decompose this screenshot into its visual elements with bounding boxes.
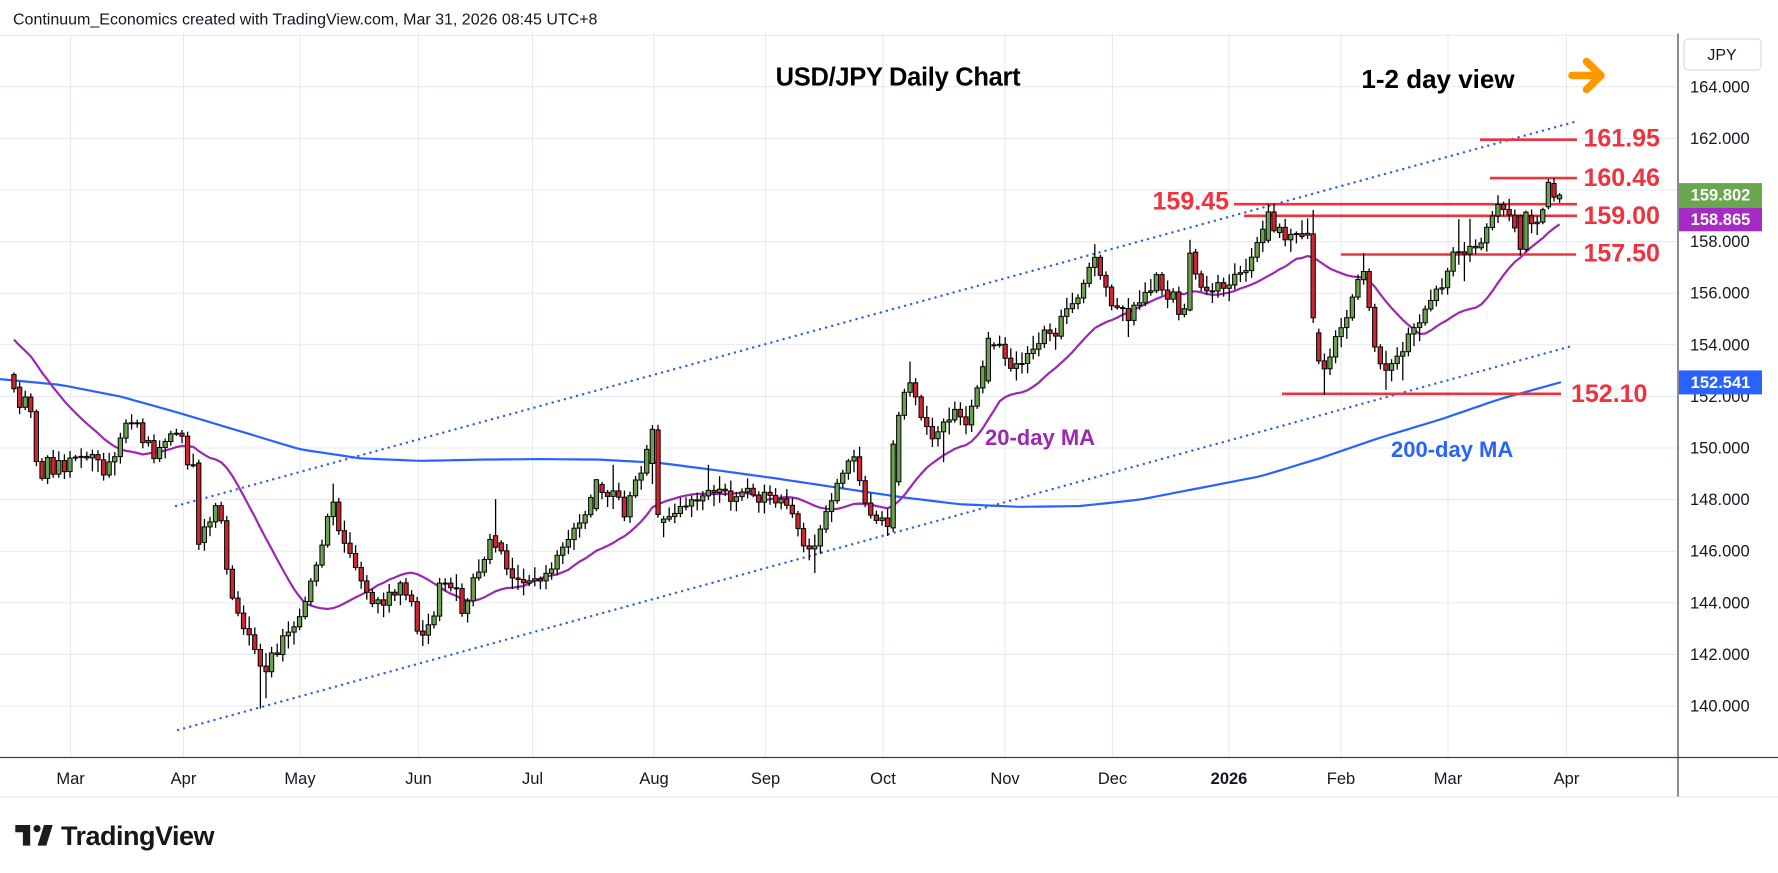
svg-text:154.000: 154.000 xyxy=(1690,336,1750,354)
svg-text:150.000: 150.000 xyxy=(1690,440,1750,458)
svg-text:144.000: 144.000 xyxy=(1690,594,1750,612)
svg-text:159.802: 159.802 xyxy=(1691,187,1751,205)
svg-text:Feb: Feb xyxy=(1327,770,1355,788)
svg-text:158.865: 158.865 xyxy=(1691,211,1751,229)
svg-text:158.000: 158.000 xyxy=(1690,233,1750,251)
svg-text:159.45: 159.45 xyxy=(1153,187,1230,215)
svg-text:152.10: 152.10 xyxy=(1571,380,1647,408)
svg-text:164.000: 164.000 xyxy=(1690,78,1750,96)
svg-text:Aug: Aug xyxy=(639,770,668,788)
svg-text:Apr: Apr xyxy=(1554,770,1580,788)
svg-text:156.000: 156.000 xyxy=(1690,285,1750,303)
svg-text:Dec: Dec xyxy=(1098,770,1127,788)
svg-text:162.000: 162.000 xyxy=(1690,130,1750,148)
svg-text:152.541: 152.541 xyxy=(1691,374,1751,392)
svg-text:1-2 day view: 1-2 day view xyxy=(1361,64,1515,94)
svg-text:Nov: Nov xyxy=(990,770,1020,788)
svg-text:Oct: Oct xyxy=(870,770,896,788)
svg-text:146.000: 146.000 xyxy=(1690,543,1750,561)
svg-text:157.50: 157.50 xyxy=(1584,240,1660,268)
svg-text:20-day MA: 20-day MA xyxy=(985,425,1095,450)
svg-text:200-day MA: 200-day MA xyxy=(1391,437,1513,462)
svg-text:Continuum_Economics created wi: Continuum_Economics created with Trading… xyxy=(13,12,598,29)
svg-text:2026: 2026 xyxy=(1211,770,1248,788)
svg-text:Jun: Jun xyxy=(405,770,432,788)
svg-text:Apr: Apr xyxy=(171,770,197,788)
svg-text:Sep: Sep xyxy=(751,770,780,788)
svg-text:Mar: Mar xyxy=(56,770,85,788)
svg-text:159.00: 159.00 xyxy=(1584,202,1660,230)
svg-text:May: May xyxy=(284,770,316,788)
svg-text:140.000: 140.000 xyxy=(1690,698,1750,716)
svg-text:142.000: 142.000 xyxy=(1690,646,1750,664)
svg-text:TradingView: TradingView xyxy=(61,821,216,851)
svg-text:Jul: Jul xyxy=(522,770,543,788)
svg-text:Mar: Mar xyxy=(1434,770,1463,788)
svg-text:JPY: JPY xyxy=(1707,47,1737,64)
svg-text:USD/JPY Daily Chart: USD/JPY Daily Chart xyxy=(776,64,1021,92)
svg-text:148.000: 148.000 xyxy=(1690,491,1750,509)
svg-text:160.46: 160.46 xyxy=(1584,164,1660,192)
svg-text:161.95: 161.95 xyxy=(1584,124,1661,152)
